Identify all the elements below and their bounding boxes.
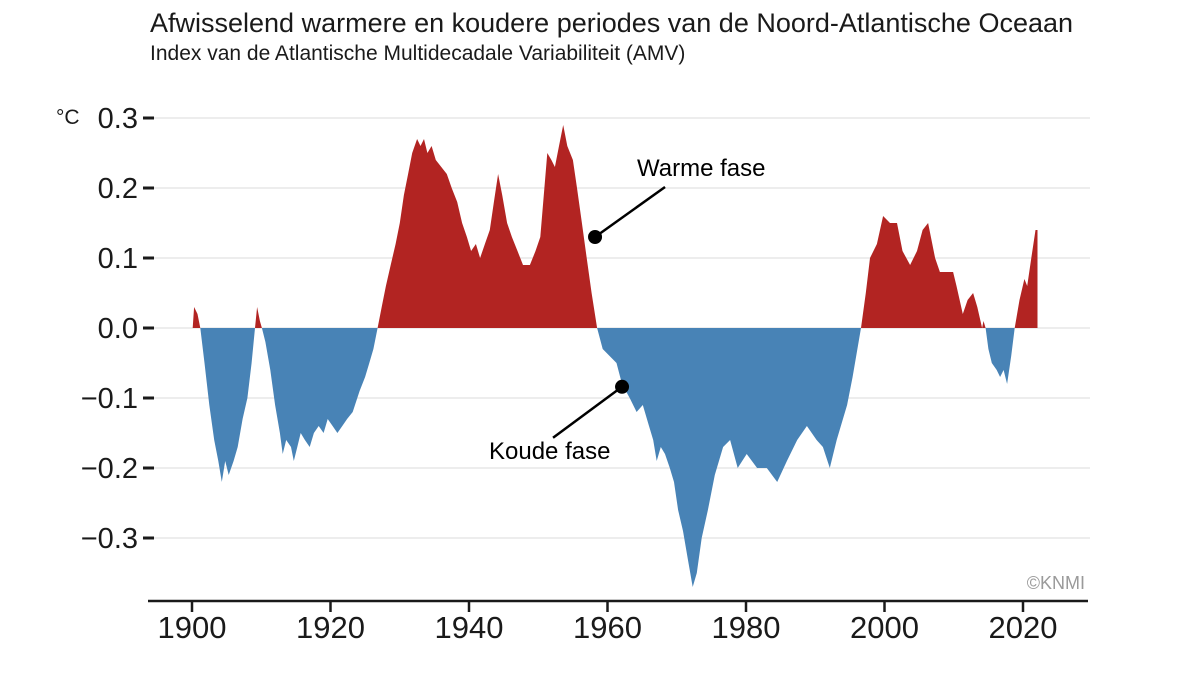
x-tick-label: 2000 <box>850 610 919 645</box>
x-tick-label: 1940 <box>435 610 504 645</box>
annotation-label-koude-fase: Koude fase <box>489 438 610 465</box>
cold-phase-area <box>192 328 1038 587</box>
annotation-dot-koude-fase <box>615 379 630 394</box>
x-tick-label: 1960 <box>573 610 642 645</box>
annotation-line-koude-fase <box>552 385 623 439</box>
y-tick-label: 0.2 <box>98 173 138 205</box>
x-tick-label: 1900 <box>158 610 227 645</box>
y-tick-label: 0.1 <box>98 243 138 275</box>
y-tick-label: −0.2 <box>81 453 138 485</box>
chart-subtitle: Index van de Atlantische Multidecadale V… <box>150 42 686 65</box>
y-tick-label: −0.3 <box>81 523 138 555</box>
annotation-line-warme-fase <box>594 185 666 239</box>
x-tick-label: 2020 <box>989 610 1058 645</box>
warm-phase-area <box>192 125 1038 328</box>
x-tick-label: 1980 <box>712 610 781 645</box>
y-tick-label: 0.3 <box>98 103 138 135</box>
y-tick-label: 0.0 <box>98 313 138 345</box>
y-axis-unit-label: °C <box>56 106 80 129</box>
y-tick-label: −0.1 <box>81 383 138 415</box>
annotation-dot-warme-fase <box>588 230 603 244</box>
x-tick-label: 1920 <box>296 610 365 645</box>
knmi-credit: ©KNMI <box>1026 573 1085 593</box>
chart-title: Afwisselend warmere en koudere periodes … <box>150 8 1074 38</box>
annotation-label-warme-fase: Warme fase <box>637 155 765 182</box>
